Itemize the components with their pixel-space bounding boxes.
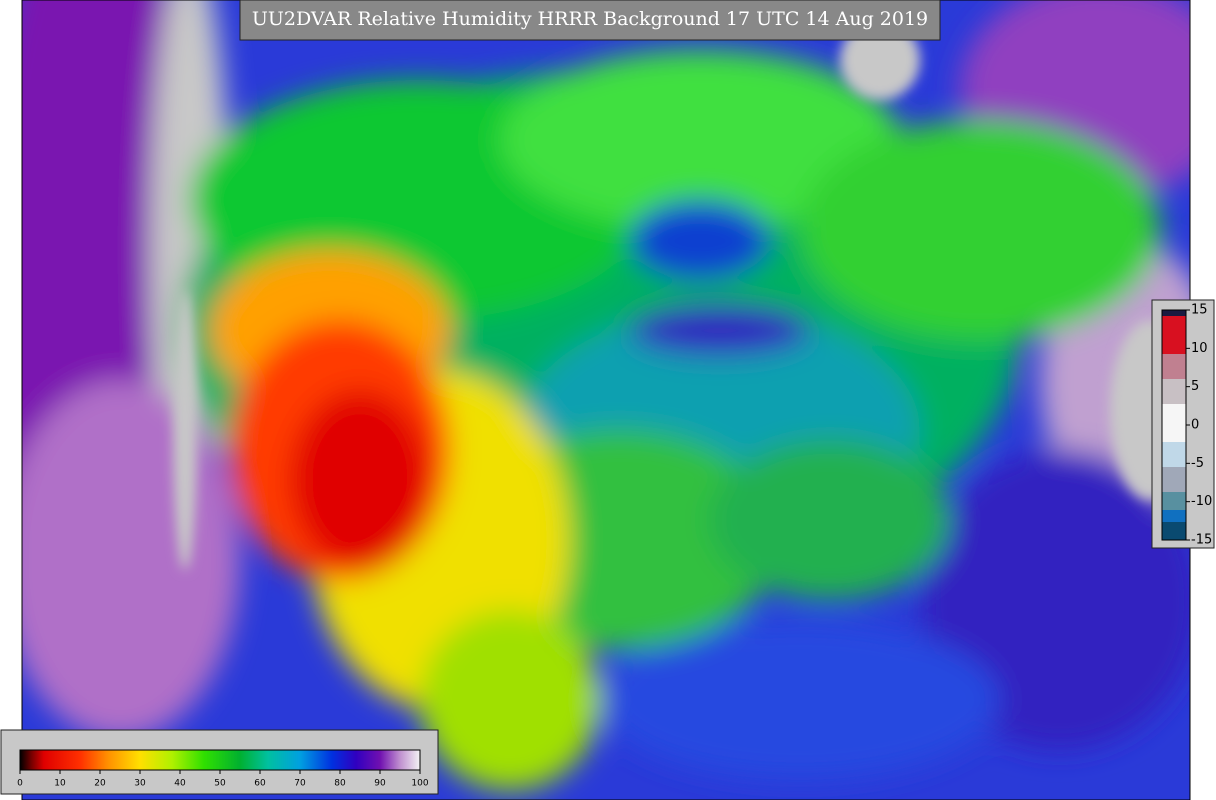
tick-label: 0 xyxy=(1191,418,1199,433)
tick-label: 60 xyxy=(254,779,266,789)
tick-label: -15 xyxy=(1191,533,1212,548)
tick-label: 40 xyxy=(174,779,186,789)
title-box xyxy=(239,0,941,41)
tick-label: 70 xyxy=(294,779,306,789)
tick-label: 80 xyxy=(334,779,346,789)
tick-label: 30 xyxy=(134,779,146,789)
tick-label: 90 xyxy=(374,779,386,789)
tick-label: 5 xyxy=(1191,379,1199,394)
tick-label: 10 xyxy=(54,779,66,789)
tick-label: 0 xyxy=(17,779,23,789)
rh-colorbar xyxy=(19,749,421,771)
tick-label: -5 xyxy=(1191,456,1204,471)
tick-label: 15 xyxy=(1191,303,1208,318)
tick-label: 100 xyxy=(411,779,428,789)
tick-label: 20 xyxy=(94,779,106,789)
tick-label: 10 xyxy=(1191,341,1208,356)
increment-colorbar xyxy=(1161,309,1187,541)
title: UU2DVAR Relative Humidity HRRR Backgroun… xyxy=(252,8,928,30)
tick-label: 50 xyxy=(214,779,226,789)
tick-label: -10 xyxy=(1191,494,1212,509)
